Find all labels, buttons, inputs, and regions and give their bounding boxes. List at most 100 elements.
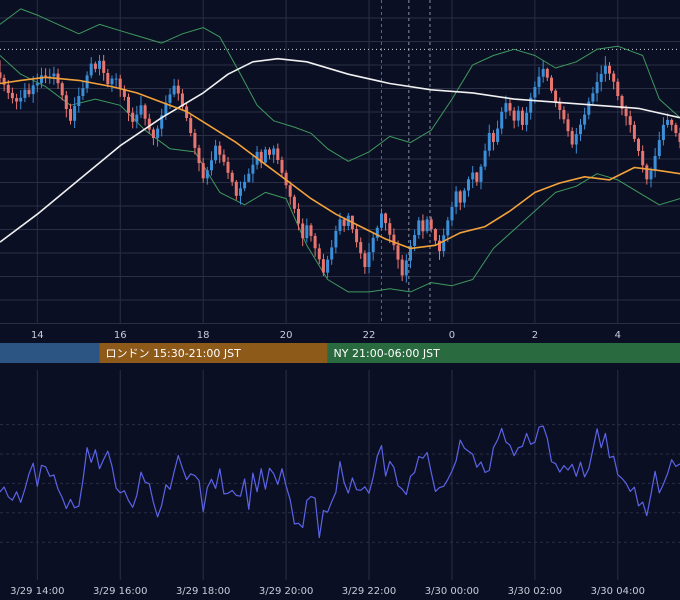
candle-down xyxy=(670,119,674,125)
candle-up xyxy=(334,230,338,248)
candle-up xyxy=(442,235,446,252)
candle-down xyxy=(396,245,400,260)
candle-up xyxy=(587,101,591,115)
candle-down xyxy=(317,248,321,260)
candle-down xyxy=(562,110,566,120)
candle-up xyxy=(330,247,334,260)
candle-up xyxy=(653,156,657,171)
candle-up xyxy=(139,105,143,115)
moving-average-orange-line xyxy=(0,76,680,250)
candle-down xyxy=(197,147,201,164)
candle-up xyxy=(77,96,81,106)
candle-down xyxy=(276,148,280,160)
candle-up xyxy=(525,112,529,125)
session-block xyxy=(99,343,328,363)
candle-down xyxy=(69,109,72,121)
candle-down xyxy=(176,85,180,94)
candle-up xyxy=(239,188,242,196)
candle-up xyxy=(496,128,500,142)
candle-down xyxy=(355,229,359,243)
candle-up xyxy=(666,119,670,125)
candle-down xyxy=(632,124,636,139)
candle-up xyxy=(371,237,375,253)
session-block xyxy=(327,343,680,363)
candle-up xyxy=(574,134,578,145)
candle-up xyxy=(81,88,85,96)
candle-down xyxy=(421,220,425,232)
candle-down xyxy=(342,219,346,226)
candle-down xyxy=(301,223,305,239)
candle-up xyxy=(413,235,417,246)
candle-down xyxy=(554,90,558,103)
candle-down xyxy=(64,95,68,109)
candle-down xyxy=(433,229,437,241)
candle-down xyxy=(309,225,313,236)
candle-down xyxy=(550,77,553,91)
candle-down xyxy=(297,208,300,224)
candle-down xyxy=(321,259,325,273)
candle-up xyxy=(583,114,587,125)
candle-up xyxy=(483,150,487,167)
candle-up xyxy=(591,93,595,102)
candle-down xyxy=(558,102,562,110)
candle-down xyxy=(6,84,10,93)
price-x-tick-label: 0 xyxy=(449,330,455,341)
candle-up xyxy=(454,191,458,207)
candle-up xyxy=(243,181,247,189)
candle-down xyxy=(628,116,632,125)
candle-down xyxy=(512,110,516,121)
candle-down xyxy=(429,219,433,229)
candle-up xyxy=(500,111,504,129)
price-panel xyxy=(0,0,680,324)
candle-up xyxy=(98,60,101,69)
candle-up xyxy=(375,227,379,238)
candle-up xyxy=(462,190,466,203)
candle-up xyxy=(89,63,93,76)
candle-down xyxy=(288,185,292,197)
session-block xyxy=(0,343,100,363)
candle-up xyxy=(172,85,176,95)
candle-down xyxy=(508,103,512,111)
candle-up xyxy=(168,94,172,103)
candle-up xyxy=(504,103,508,112)
candle-up xyxy=(516,110,520,121)
candle-down xyxy=(189,118,193,133)
oscillator-x-tick-label: 3/29 20:00 xyxy=(259,586,313,597)
candle-up xyxy=(214,145,218,161)
candle-up xyxy=(263,149,267,163)
candle-down xyxy=(268,149,271,155)
candle-up xyxy=(251,164,255,174)
candle-up xyxy=(156,128,160,138)
price-x-tick-label: 20 xyxy=(280,330,293,341)
candle-down xyxy=(612,73,616,82)
price-x-axis: 14 16 18 20 22 0 2 4 xyxy=(31,330,621,341)
price-x-tick-label: 16 xyxy=(114,330,127,341)
candle-down xyxy=(384,213,388,224)
candle-up xyxy=(479,166,483,182)
candle-up xyxy=(160,115,164,129)
candle-down xyxy=(388,223,392,235)
candle-down xyxy=(0,72,2,78)
candle-down xyxy=(151,129,155,138)
candle-down xyxy=(147,118,151,130)
candle-down xyxy=(44,75,48,77)
oscillator-x-tick-label: 3/30 02:00 xyxy=(508,586,562,597)
candle-down xyxy=(545,68,549,78)
candle-down xyxy=(624,108,628,117)
moving-average-white-line xyxy=(0,57,680,243)
candle-down xyxy=(678,133,680,142)
oscillator-x-tick-label: 3/29 14:00 xyxy=(10,586,64,597)
candle-down xyxy=(616,81,620,96)
candle-up xyxy=(579,124,582,135)
candle-up xyxy=(31,85,35,95)
price-x-tick-label: 4 xyxy=(615,330,621,341)
candle-down xyxy=(60,83,64,96)
candle-down xyxy=(641,151,645,166)
candle-down xyxy=(127,96,130,113)
candle-down xyxy=(292,196,296,209)
candle-down xyxy=(259,151,263,163)
oscillator-x-axis: 3/29 14:00 3/29 16:00 3/29 18:00 3/29 20:00… xyxy=(10,586,645,597)
candle-down xyxy=(359,242,363,254)
lower-band-line xyxy=(0,55,680,293)
